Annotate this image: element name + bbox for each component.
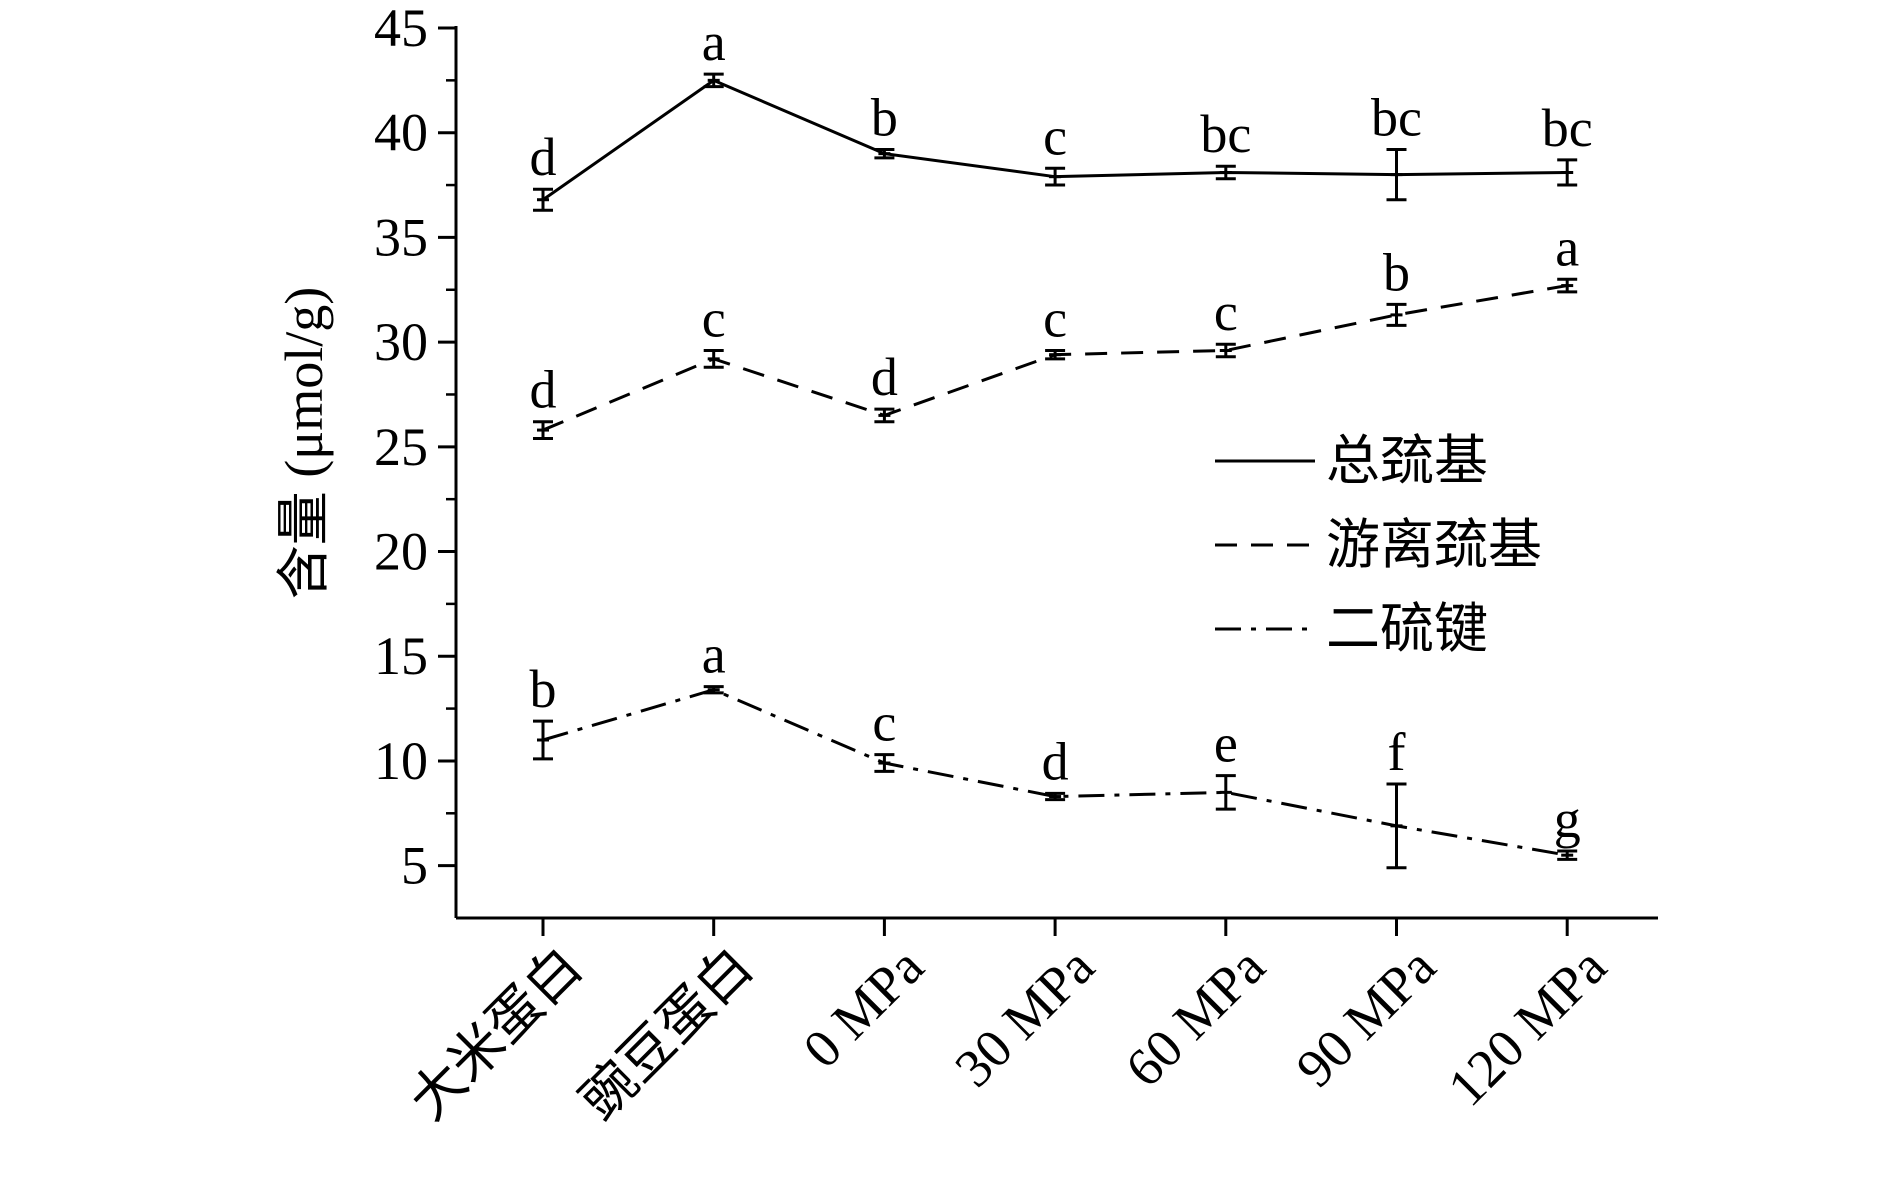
significance-label: d [871, 347, 898, 407]
x-tick-label: 120 MPa [1436, 936, 1617, 1117]
y-tick-label: 30 [374, 312, 428, 372]
x-tick-label: 大米蛋白 [398, 936, 593, 1131]
error-bar [1045, 348, 1066, 361]
error-bar [533, 187, 553, 212]
significance-label: c [1043, 106, 1067, 166]
y-tick-label: 40 [374, 103, 428, 163]
series-1: dab c bc bc bc [530, 12, 1593, 212]
error-bar [874, 753, 895, 773]
significance-label: b [1383, 242, 1410, 302]
error-bar [703, 72, 724, 89]
y-tick-label: 20 [374, 522, 428, 582]
significance-label: bc [1542, 98, 1593, 158]
legend-label: 总巯基 [1326, 431, 1488, 491]
significance-label: d [530, 127, 557, 187]
x-tick-label: 60 MPa [1114, 936, 1276, 1098]
error-bar [1045, 791, 1066, 802]
significance-label: a [702, 625, 726, 685]
error-bar [1386, 782, 1407, 870]
y-tick-label: 25 [374, 417, 428, 477]
y-tick-label: 10 [374, 731, 428, 791]
significance-label: c [1043, 288, 1067, 348]
significance-label: a [702, 12, 726, 72]
significance-label: a [1555, 217, 1579, 277]
significance-label: bc [1200, 104, 1251, 164]
error-bar [1557, 849, 1578, 861]
significance-label: d [1042, 731, 1069, 791]
y-tick-label: 15 [374, 626, 428, 686]
significance-label: e [1214, 714, 1238, 774]
error-bar [533, 420, 553, 440]
y-axis-title: 含量 (μmol/g) [274, 287, 334, 599]
significance-label: c [702, 288, 726, 348]
significance-label: b [871, 87, 898, 147]
error-bar [1215, 774, 1236, 811]
significance-label: c [872, 693, 896, 753]
x-tick-label: 90 MPa [1285, 936, 1447, 1098]
y-tick-label: 5 [401, 836, 428, 896]
y-tick-label: 45 [374, 0, 428, 58]
error-bar [1557, 158, 1578, 187]
error-bar [533, 719, 553, 761]
significance-label: c [1214, 282, 1238, 342]
significance-label: f [1388, 722, 1406, 782]
x-tick-label: 0 MPa [792, 936, 935, 1079]
error-bar [703, 685, 724, 695]
error-bar [1386, 147, 1407, 202]
error-bar [1215, 342, 1236, 359]
error-bar [874, 407, 895, 424]
error-bar [874, 147, 895, 160]
error-bar [1045, 166, 1066, 187]
error-bar [703, 348, 724, 369]
error-bar [1386, 302, 1407, 327]
error-bar [1215, 164, 1236, 181]
series-3: b a c d e f g [530, 625, 1581, 870]
significance-label: g [1554, 789, 1581, 849]
x-tick-label: 30 MPa [943, 936, 1105, 1098]
significance-label: bc [1371, 87, 1422, 147]
legend-label: 二硫键 [1326, 599, 1488, 659]
significance-label: b [530, 659, 557, 719]
x-tick-label: 豌豆蛋白 [569, 936, 764, 1131]
series-2: d c d c c b a [530, 217, 1579, 440]
legend-label: 游离巯基 [1326, 515, 1542, 575]
significance-label: d [530, 360, 557, 420]
error-bar [1557, 277, 1578, 294]
y-tick-label: 35 [374, 207, 428, 267]
